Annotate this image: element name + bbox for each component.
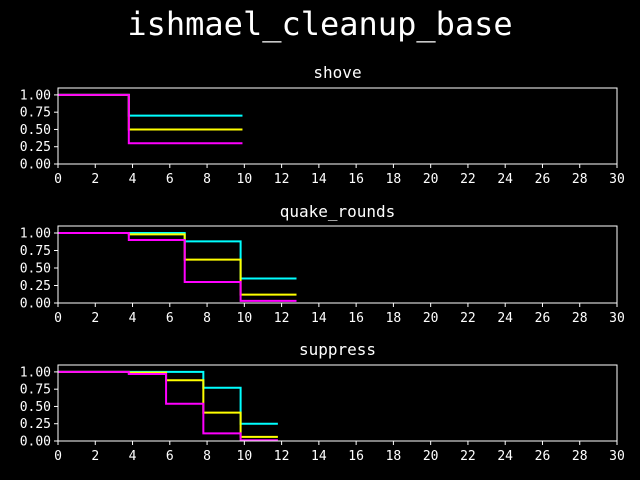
figure-title: ishmael_cleanup_base: [127, 5, 512, 43]
x-tick-label: 6: [166, 172, 174, 187]
x-tick-label: 22: [460, 449, 476, 464]
x-tick-label: 4: [129, 311, 137, 326]
series-line: [58, 370, 278, 442]
axes-frame: [57, 364, 618, 442]
y-tick-label: 0.75: [20, 106, 51, 121]
x-tick-label: 22: [460, 311, 476, 326]
x-tick-label: 18: [386, 449, 402, 464]
x-tick-label: 28: [572, 172, 588, 187]
x-tick-label: 22: [460, 172, 476, 187]
x-tick-label: 20: [423, 449, 439, 464]
x-tick-label: 16: [348, 172, 364, 187]
x-tick-label: 28: [572, 449, 588, 464]
x-tick-label: 6: [166, 311, 174, 326]
x-tick-label: 16: [348, 311, 364, 326]
series-line: [58, 93, 243, 145]
x-tick-label: 26: [535, 172, 551, 187]
x-tick-label: 12: [274, 172, 290, 187]
chart-title: quake_rounds: [280, 202, 396, 221]
x-tick-label: 16: [348, 449, 364, 464]
x-tick-label: 12: [274, 449, 290, 464]
y-tick-label: 0.25: [20, 279, 51, 294]
x-tick-label: 30: [609, 449, 625, 464]
y-tick-label: 0.25: [20, 417, 51, 432]
y-tick-label: 0.75: [20, 244, 51, 259]
y-tick-label: 0.50: [20, 123, 51, 138]
x-tick-label: 30: [609, 311, 625, 326]
x-tick-label: 4: [129, 172, 137, 187]
x-tick-label: 0: [54, 311, 62, 326]
x-tick-label: 2: [91, 449, 99, 464]
x-tick-label: 8: [203, 172, 211, 187]
x-tick-label: 26: [535, 449, 551, 464]
x-tick-label: 8: [203, 311, 211, 326]
chart-title: suppress: [299, 340, 376, 359]
x-tick-label: 24: [497, 311, 513, 326]
y-tick-label: 0.00: [20, 435, 51, 450]
x-tick-label: 8: [203, 449, 211, 464]
x-tick-label: 10: [237, 172, 253, 187]
y-tick-label: 0.00: [20, 297, 51, 312]
x-tick-label: 4: [129, 449, 137, 464]
x-tick-label: 2: [91, 172, 99, 187]
y-tick-label: 0.75: [20, 383, 51, 398]
x-tick-label: 2: [91, 311, 99, 326]
x-tick-label: 20: [423, 311, 439, 326]
y-tick-label: 0.50: [20, 262, 51, 277]
x-tick-label: 12: [274, 311, 290, 326]
x-tick-label: 14: [311, 172, 327, 187]
x-tick-label: 10: [237, 449, 253, 464]
y-tick-label: 1.00: [20, 227, 51, 242]
x-tick-label: 24: [497, 449, 513, 464]
x-tick-label: 18: [386, 172, 402, 187]
x-tick-label: 14: [311, 449, 327, 464]
x-tick-label: 24: [497, 172, 513, 187]
x-tick-label: 18: [386, 311, 402, 326]
axes-frame: [57, 225, 618, 304]
x-tick-label: 0: [54, 449, 62, 464]
x-tick-label: 26: [535, 311, 551, 326]
x-tick-label: 14: [311, 311, 327, 326]
y-tick-label: 1.00: [20, 365, 51, 380]
y-tick-label: 0.50: [20, 400, 51, 415]
chart-title: shove: [313, 63, 361, 82]
series-line: [58, 232, 297, 302]
x-tick-label: 10: [237, 311, 253, 326]
x-tick-label: 20: [423, 172, 439, 187]
y-tick-label: 1.00: [20, 88, 51, 103]
y-tick-label: 0.25: [20, 140, 51, 155]
axes-frame: [57, 87, 618, 165]
x-tick-label: 30: [609, 172, 625, 187]
x-tick-label: 6: [166, 449, 174, 464]
x-tick-label: 28: [572, 311, 588, 326]
x-tick-label: 0: [54, 172, 62, 187]
y-tick-label: 0.00: [20, 158, 51, 173]
